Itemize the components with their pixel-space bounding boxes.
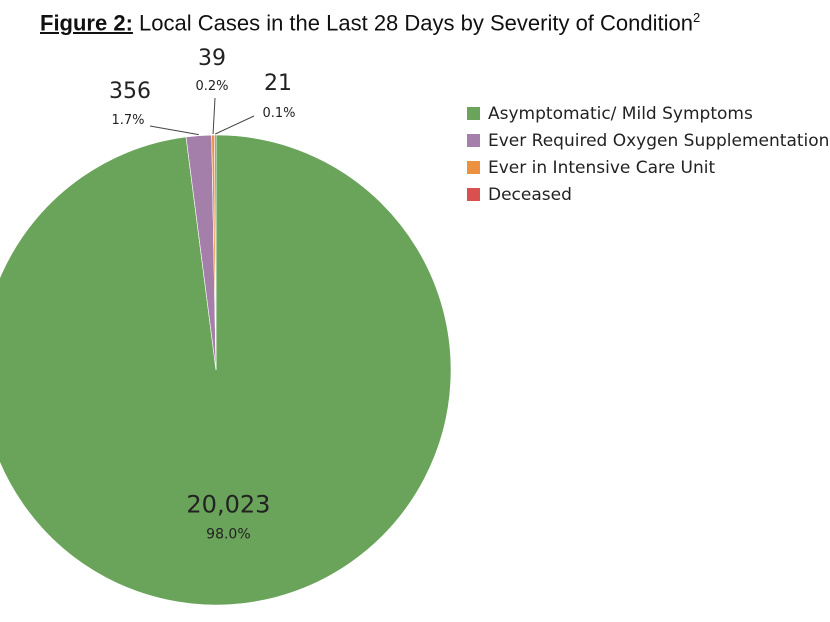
data-label-percent-ever-in-intensive-care-unit: 0.2%	[195, 79, 228, 94]
legend-swatch	[467, 107, 480, 120]
legend-item-ever-required-oxygen-supplementation: Ever Required Oxygen Supplementation	[467, 127, 829, 154]
data-label-percent-asymptomatic-mild-symptoms: 98.0%	[206, 526, 250, 542]
figure-label: Figure 2:	[40, 10, 133, 36]
legend-swatch	[467, 188, 480, 201]
data-label-value-deceased: 21	[264, 71, 292, 96]
data-label-value-ever-in-intensive-care-unit: 39	[198, 46, 226, 71]
data-label-percent-ever-required-oxygen-supplementation: 1.7%	[111, 113, 144, 128]
chart-legend: Asymptomatic/ Mild Symptoms Ever Required…	[467, 100, 829, 208]
legend-label: Deceased	[488, 184, 572, 205]
pie-slice-asymptomatic-mild-symptoms	[0, 134, 452, 606]
leader-line-ever-in-intensive-care-unit	[212, 97, 216, 135]
leader-line-ever-required-oxygen-supplementation	[149, 125, 199, 136]
legend-item-deceased: Deceased	[467, 181, 829, 208]
data-label-value-ever-required-oxygen-supplementation: 356	[109, 79, 151, 104]
legend-label: Ever in Intensive Care Unit	[488, 157, 716, 178]
legend-label: Asymptomatic/ Mild Symptoms	[488, 103, 753, 124]
data-label-value-asymptomatic-mild-symptoms: 20,023	[186, 490, 270, 518]
leader-line-deceased	[215, 115, 255, 135]
legend-label: Ever Required Oxygen Supplementation	[488, 130, 830, 151]
title-footnote: 2	[692, 10, 701, 25]
legend-item-ever-in-intensive-care-unit: Ever in Intensive Care Unit	[467, 154, 829, 181]
title-text: Local Cases in the Last 28 Days by Sever…	[132, 10, 693, 36]
legend-swatch	[467, 161, 480, 174]
legend-item-asymptomatic-mild-symptoms: Asymptomatic/ Mild Symptoms	[467, 100, 829, 127]
chart-title: Figure 2: Local Cases in the Last 28 Day…	[40, 10, 820, 36]
legend-swatch	[467, 134, 480, 147]
data-label-percent-deceased: 0.1%	[262, 106, 295, 121]
pie-slice-deceased	[214, 134, 217, 371]
